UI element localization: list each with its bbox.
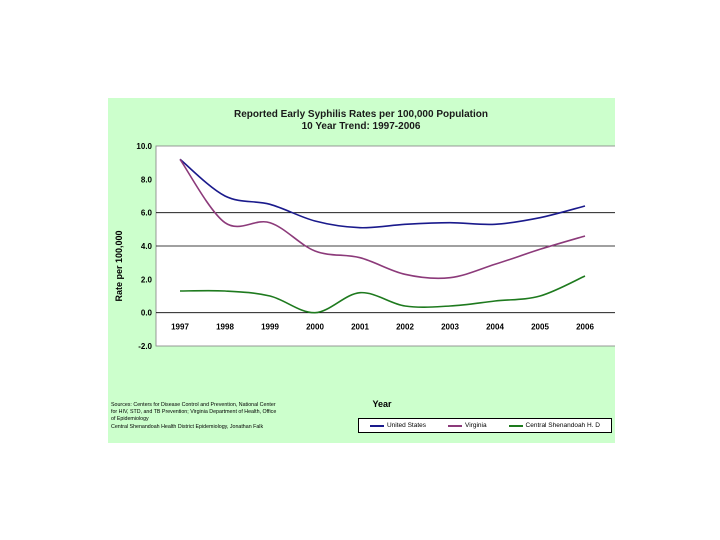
y-tick-label: -2.0	[138, 342, 152, 351]
legend-item-central-shenandoah: Central Shenandoah H. D	[508, 422, 600, 429]
legend-swatch-virginia	[448, 424, 462, 427]
grid-layer	[156, 212, 615, 314]
sources-note: Sources: Centers for Disease Control and…	[111, 402, 351, 431]
series-layer	[179, 158, 586, 314]
chart-subtitle: 10 Year Trend: 1997-2006	[302, 121, 421, 132]
x-tick-label: 2005	[531, 323, 549, 332]
chart-title: Reported Early Syphilis Rates per 100,00…	[234, 109, 488, 120]
y-tick-labels: 10.0 8.0 6.0 4.0 2.0 0.0 -2.0	[136, 142, 152, 351]
chart-panel: Reported Early Syphilis Rates per 100,00…	[108, 98, 615, 443]
x-tick-labels: 1997 1998 1999 2000 2001 2002 2003 2004 2005 2006	[171, 323, 594, 332]
y-tick-label: 8.0	[141, 175, 153, 184]
y-tick-label: 2.0	[141, 275, 153, 284]
sources-line: for HIV, STD, and TB Prevention; Virgini…	[111, 409, 277, 416]
legend-swatch-united-states	[369, 424, 384, 427]
x-axis-title: Year	[372, 399, 392, 409]
sources-line: Sources: Centers for Disease Control and…	[111, 402, 276, 408]
x-tick-label: 2004	[486, 323, 504, 332]
y-tick-label: 6.0	[141, 209, 153, 218]
legend: United States Virginia Central Shenandoa…	[358, 418, 612, 433]
legend-label: United States	[386, 422, 427, 429]
legend-item-virginia: Virginia	[448, 422, 487, 429]
legend-label: Virginia	[465, 422, 487, 429]
x-tick-label: 2000	[306, 323, 324, 332]
legend-swatch-central-shenandoah	[508, 424, 523, 427]
chart-svg: Reported Early Syphilis Rates per 100,00…	[114, 109, 615, 409]
x-tick-label: 1997	[171, 323, 189, 332]
legend-label: Central Shenandoah H. D	[525, 422, 600, 429]
x-tick-label: 2006	[576, 323, 594, 332]
x-tick-label: 1998	[216, 323, 234, 332]
x-tick-label: 2002	[396, 323, 414, 332]
sources-line: Central Shenandoah Health District Epide…	[111, 423, 264, 430]
sources-line: of Epidemiology	[111, 416, 149, 423]
x-tick-label: 1999	[261, 323, 279, 332]
y-tick-label: 0.0	[141, 309, 153, 318]
series-line-virginia	[179, 158, 586, 280]
y-tick-label: 10.0	[136, 142, 152, 151]
y-tick-label: 4.0	[141, 242, 153, 251]
x-tick-label: 2003	[441, 323, 459, 332]
series-line-united-states	[179, 158, 586, 229]
x-tick-label: 2001	[351, 323, 369, 332]
legend-item-united-states: United States	[369, 422, 427, 429]
series-line-central-shenandoah-h-d	[179, 275, 586, 314]
y-axis-title: Rate per 100,000	[114, 230, 124, 301]
